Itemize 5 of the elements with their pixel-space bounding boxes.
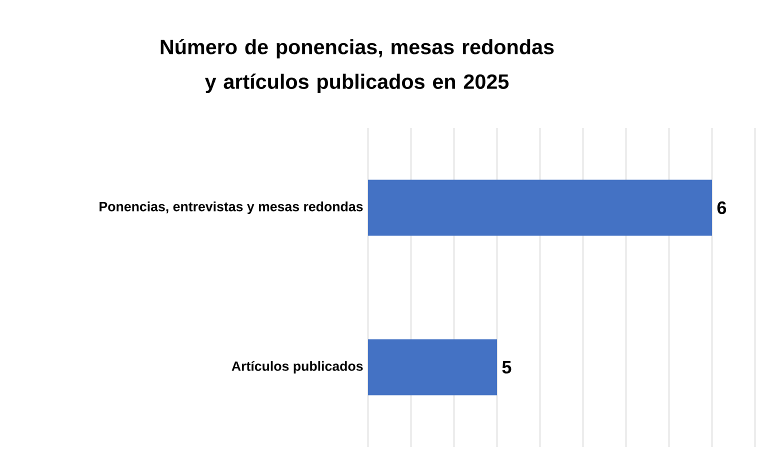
data-label: 5 xyxy=(502,360,512,374)
y-tick-label: Ponencias, entrevistas y mesas redondas xyxy=(100,202,363,214)
chart-title: Número de ponencias, mesas redondas y artículos publicados en 2025 xyxy=(160,38,554,94)
y-tick-label: Artículos publicados xyxy=(232,360,363,374)
data-label: 6 xyxy=(717,201,726,214)
